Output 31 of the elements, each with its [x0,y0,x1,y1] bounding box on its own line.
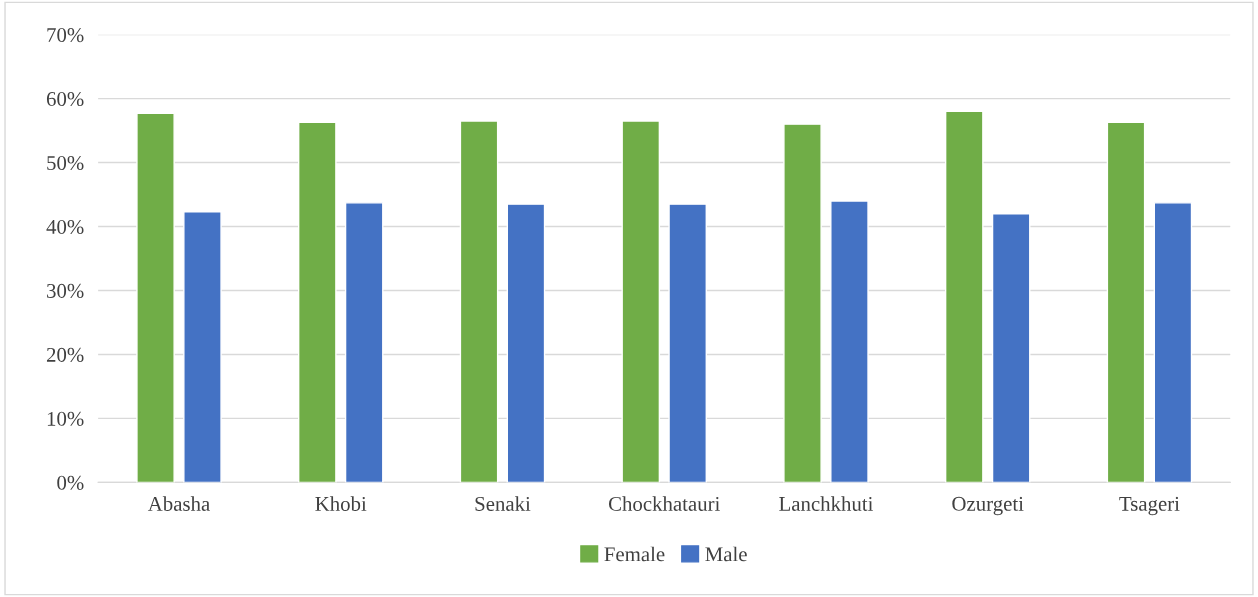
bar [506,203,546,483]
y-tick-label: 30% [47,283,84,298]
bar [344,202,384,483]
bar [1106,121,1146,483]
x-tick-label: Tsageri [1119,496,1180,516]
bar [668,203,707,483]
bar [991,213,1031,483]
y-tick-label: 70% [47,28,84,43]
x-tick-label: Khobi [315,496,367,511]
y-tick-label: 40% [46,219,84,235]
legend-label: Female [604,546,665,562]
y-tick-label: 50% [47,155,84,171]
y-tick-label: 0% [57,475,84,490]
bar [830,200,869,483]
bar [183,211,222,483]
x-tick-label: Ozurgeti [952,496,1024,516]
bar [1153,202,1193,483]
bar [459,120,499,483]
x-tick-label: Lanchkhuti [779,496,874,511]
x-tick-label: Chockhatauri [608,496,720,511]
legend-label: Male [705,546,747,562]
x-tick-label: Senaki [475,496,531,511]
bar [136,112,175,483]
x-tick-label: Abasha [147,496,210,511]
y-tick-label: 20% [46,347,84,362]
bar [297,121,337,483]
bar [621,120,661,483]
y-tick-label: 60% [46,91,84,107]
y-tick-label: 10% [47,411,84,426]
bar [944,110,984,483]
bar [783,123,822,483]
